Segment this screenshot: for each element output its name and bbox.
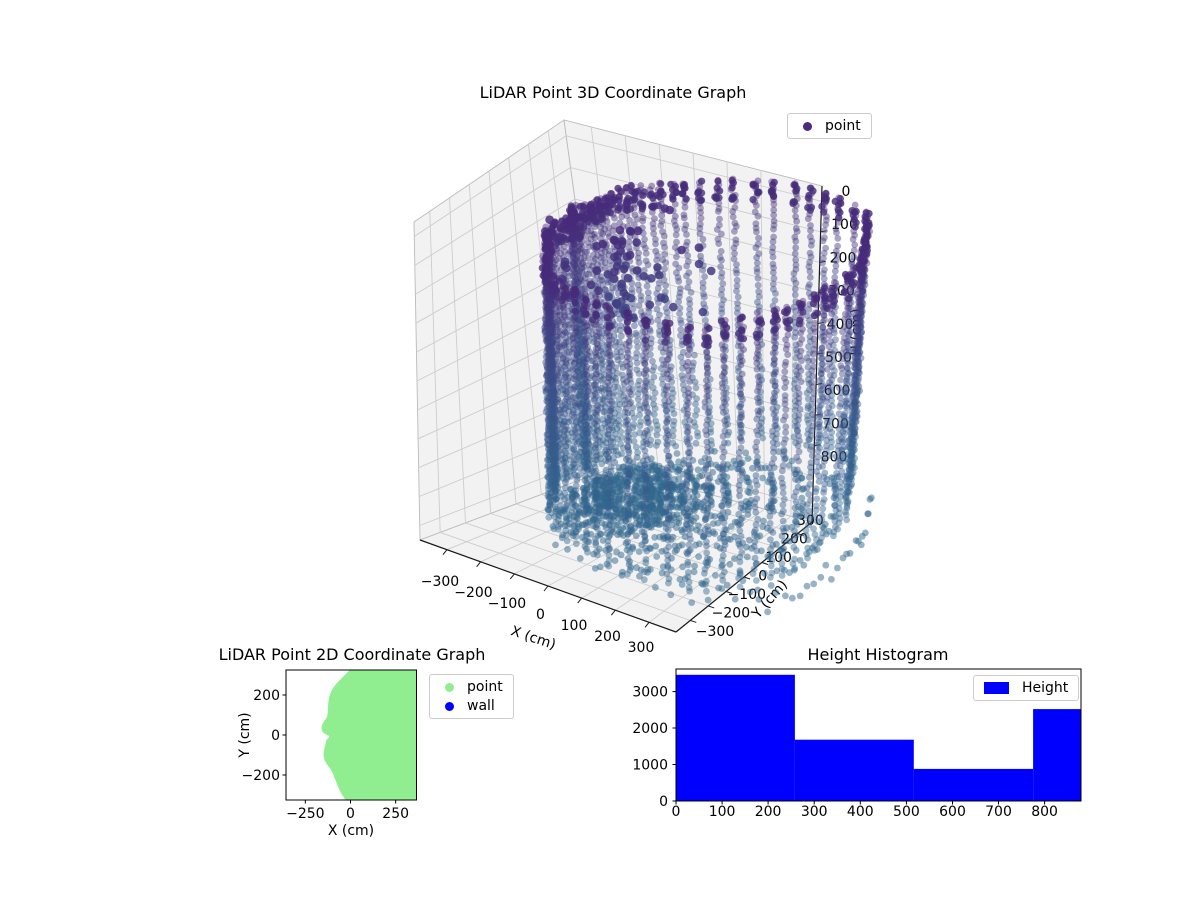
point-legend-marker-icon [803, 121, 812, 131]
legend-row-point: point [440, 679, 503, 695]
svg-text:0: 0 [536, 607, 545, 623]
svg-text:100: 100 [561, 618, 588, 634]
lidar-3d-plot: −300−200−1000100200300−300−200−100010020… [413, 119, 875, 656]
svg-text:500: 500 [825, 350, 852, 366]
legend-row-height: Height [984, 680, 1068, 696]
svg-text:0: 0 [758, 569, 767, 585]
svg-text:−200: −200 [712, 606, 750, 622]
plot2d-title: LiDAR Point 2D Coordinate Graph [218, 645, 486, 664]
hist-legend: Height [973, 675, 1080, 701]
svg-text:200: 200 [594, 629, 621, 645]
svg-text:600: 600 [824, 383, 851, 399]
svg-text:800: 800 [821, 450, 848, 466]
svg-text:H (cm): H (cm) [849, 308, 865, 355]
svg-text:X (cm): X (cm) [509, 623, 558, 653]
wall-legend-marker-icon [445, 701, 454, 711]
svg-text:−100: −100 [488, 596, 526, 612]
hist-title: Height Histogram [807, 645, 949, 664]
svg-text:200: 200 [830, 250, 857, 266]
svg-text:−200: −200 [454, 585, 492, 601]
legend-label-wall: wall [467, 698, 495, 714]
plot2d-legend: point wall [429, 674, 514, 719]
svg-text:−300: −300 [696, 624, 734, 640]
legend-label-point: point [467, 679, 503, 695]
svg-text:300: 300 [628, 640, 655, 656]
svg-text:400: 400 [827, 317, 854, 333]
height-legend-patch-icon [984, 682, 1009, 694]
legend-row-wall: wall [440, 698, 503, 714]
svg-text:−300: −300 [421, 574, 459, 590]
plot3d-title: LiDAR Point 3D Coordinate Graph [479, 83, 747, 102]
legend-row-point: point [798, 118, 861, 134]
point-legend-marker-icon [445, 682, 454, 692]
legend-label-point: point [825, 118, 861, 134]
legend-label-height: Height [1022, 680, 1069, 696]
svg-text:700: 700 [822, 416, 849, 432]
svg-text:0: 0 [842, 184, 851, 200]
plot3d-legend: point [787, 113, 872, 139]
